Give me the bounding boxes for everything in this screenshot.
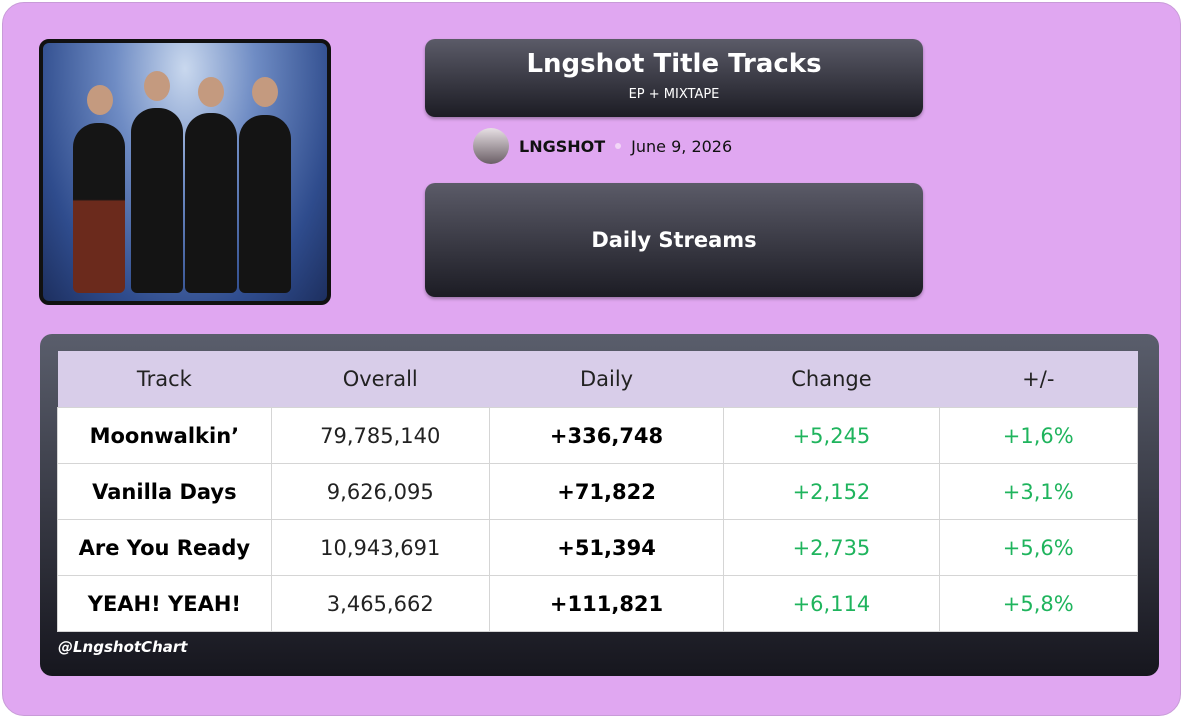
table-cell: +1,6% — [938, 407, 1139, 464]
figure-head — [87, 85, 113, 115]
table-cell: 3,465,662 — [270, 575, 490, 632]
table-row: Vanilla Days 9,626,095 +71,822 +2,152 +3,1% — [57, 463, 1139, 520]
subtitle: EP + MIXTAPE — [628, 87, 720, 102]
separator — [615, 143, 622, 149]
table-cell: +2,152 — [723, 463, 940, 520]
table-cell: +5,6% — [938, 519, 1139, 576]
column-header: Track — [57, 351, 272, 408]
table-cell: +2,735 — [723, 519, 940, 576]
figure-head — [198, 77, 224, 107]
table-cell: Moonwalkin’ — [57, 407, 272, 464]
title: Lngshot Title Tracks — [526, 49, 822, 79]
figure-head — [252, 77, 278, 107]
table-cell: +336,748 — [488, 407, 725, 464]
table-cell: Are You Ready — [57, 519, 272, 576]
section-panel: Daily Streams — [425, 183, 923, 297]
column-header: Change — [723, 351, 940, 408]
figure — [185, 113, 237, 293]
column-header: +/- — [939, 351, 1138, 408]
section-title: Daily Streams — [591, 228, 757, 252]
table-row: Moonwalkin’ 79,785,140 +336,748 +5,245 +1,6% — [57, 407, 1139, 464]
cover-photo — [39, 39, 331, 305]
table-cell: YEAH! YEAH! — [57, 575, 272, 632]
column-header: Overall — [271, 351, 490, 408]
figure-head — [144, 71, 170, 101]
table-cell: +6,114 — [723, 575, 940, 632]
column-header: Daily — [489, 351, 724, 408]
table-cell: +111,821 — [488, 575, 725, 632]
figure — [73, 123, 125, 293]
table-cell: +5,245 — [723, 407, 940, 464]
figure — [131, 108, 183, 293]
date: June 9, 2026 — [631, 136, 733, 156]
table-cell: 79,785,140 — [270, 407, 490, 464]
header-row: Track Overall Daily Change +/- — [57, 351, 1138, 408]
table-row: YEAH! YEAH! 3,465,662 +111,821 +6,114 +5,8% — [57, 575, 1139, 632]
table-body: Moonwalkin’ 79,785,140 +336,748 +5,245 +1,6%… — [57, 407, 1139, 632]
table-cell: +51,394 — [488, 519, 725, 576]
table-cell: +5,8% — [938, 575, 1139, 632]
table-row: Are You Ready 10,943,691 +51,394 +2,735 +5,6… — [57, 519, 1139, 576]
artist: LNGSHOT — [519, 136, 606, 156]
avatar — [473, 128, 509, 164]
title-panel: Lngshot Title Tracks EP + MIXTAPE — [425, 39, 923, 117]
streams-table: Track Overall Daily Change +/- Moonwalkin’ 79… — [57, 351, 1139, 632]
footer-handle: @LngshotChart — [58, 638, 188, 656]
table-cell: +3,1% — [938, 463, 1139, 520]
figure — [239, 115, 291, 293]
table-cell: 9,626,095 — [270, 463, 490, 520]
table-cell: +71,822 — [488, 463, 725, 520]
table-cell: Vanilla Days — [57, 463, 272, 520]
artist-row: LNGSHOT June 9, 2026 — [473, 127, 732, 165]
table-box: Track Overall Daily Change +/- Moonwalkin’ 79… — [40, 334, 1159, 676]
table-cell: 10,943,691 — [270, 519, 490, 576]
